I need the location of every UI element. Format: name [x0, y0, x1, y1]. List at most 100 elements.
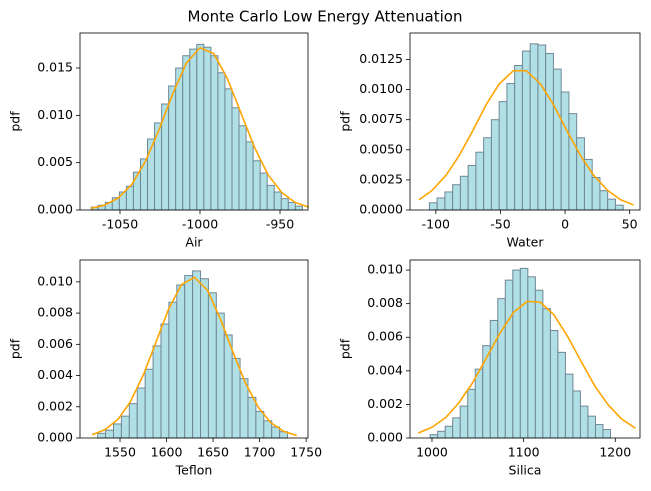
bar — [136, 387, 146, 439]
x-axis-label: Water — [507, 235, 545, 250]
bar — [444, 425, 454, 439]
bar — [203, 46, 212, 211]
bar — [224, 88, 233, 211]
bar — [239, 378, 249, 439]
x-tick-label: 1000 — [416, 445, 448, 460]
bar — [118, 191, 127, 211]
bar — [452, 184, 461, 211]
x-tick-label: -1000 — [182, 217, 218, 232]
bar — [252, 160, 261, 211]
bar — [607, 198, 616, 211]
bar — [97, 432, 107, 439]
y-tick-label: 0.010 — [37, 273, 73, 288]
y-tick-label: 0.000 — [37, 430, 73, 445]
bar — [594, 424, 604, 439]
y-tick-label: 0.006 — [37, 336, 73, 351]
bar — [223, 334, 233, 439]
axes-frame — [79, 259, 309, 439]
bar — [587, 415, 596, 439]
x-axis-label: Teflon — [175, 463, 213, 478]
bar — [168, 85, 177, 211]
bar — [247, 396, 257, 439]
x-tick-label: 1600 — [151, 445, 183, 460]
y-tick-label: 0.0000 — [359, 202, 403, 217]
bar — [182, 55, 191, 211]
bar — [231, 107, 240, 211]
x-tick-label: 1550 — [104, 445, 136, 460]
bar — [120, 415, 130, 439]
x-tick-label: 0 — [561, 217, 569, 232]
bar — [529, 43, 539, 211]
bar — [599, 190, 609, 211]
bar — [436, 197, 446, 211]
bar — [579, 405, 589, 439]
x-tick-label: 50 — [622, 217, 638, 232]
bar — [192, 270, 202, 439]
bar — [504, 279, 514, 439]
y-axis-label: pdf — [8, 338, 23, 359]
bar — [576, 137, 585, 211]
bar — [294, 205, 303, 211]
bar — [545, 52, 554, 211]
bar — [467, 388, 476, 439]
x-tick-label: -50 — [490, 217, 510, 232]
bar — [132, 171, 141, 211]
bar — [184, 275, 194, 439]
bar — [444, 191, 454, 211]
bar — [549, 330, 559, 439]
y-tick-label: 0.000 — [367, 430, 403, 445]
bar — [437, 430, 446, 439]
fit-curve — [418, 69, 634, 206]
axes-frame — [409, 259, 641, 439]
y-tick-label: 0.010 — [367, 262, 403, 277]
bar — [245, 141, 254, 211]
bar — [231, 357, 241, 439]
bar — [542, 308, 551, 439]
y-tick-label: 0.006 — [367, 329, 403, 344]
x-tick-label: 1200 — [599, 445, 631, 460]
bar — [217, 72, 226, 211]
fit-curve — [91, 276, 298, 437]
bar — [128, 403, 138, 439]
bar — [521, 50, 531, 211]
bar — [200, 278, 209, 439]
bar — [196, 43, 205, 211]
bar — [144, 368, 154, 439]
x-tick-label: 1100 — [508, 445, 540, 460]
bar — [207, 292, 217, 439]
bar — [602, 429, 611, 439]
y-tick-label: 0.0100 — [359, 81, 403, 96]
y-tick-label: 0.015 — [37, 60, 73, 75]
bar — [498, 101, 508, 211]
x-tick-label: 1700 — [244, 445, 276, 460]
bar — [160, 323, 170, 439]
y-tick-label: 0.002 — [37, 398, 73, 413]
bar — [534, 289, 544, 439]
bar — [519, 267, 529, 439]
x-tick-label: 1650 — [197, 445, 229, 460]
x-tick-label: -950 — [266, 217, 294, 232]
bar — [189, 48, 198, 211]
bar — [614, 204, 624, 211]
y-tick-label: 0.0075 — [359, 111, 403, 126]
bar — [259, 172, 268, 211]
bar — [273, 191, 282, 211]
y-tick-label: 0.008 — [37, 305, 73, 320]
bar — [452, 417, 461, 439]
bar — [152, 345, 162, 439]
bar — [514, 65, 523, 211]
y-axis-label: pdf — [8, 111, 23, 132]
y-axis-label: pdf — [338, 338, 353, 359]
y-tick-label: 0.002 — [367, 396, 403, 411]
bar — [429, 434, 439, 439]
y-tick-label: 0.000 — [37, 202, 73, 217]
y-tick-label: 0.008 — [367, 295, 403, 310]
bar — [287, 201, 296, 211]
bar — [428, 202, 438, 211]
bar — [482, 345, 491, 439]
bar — [552, 68, 562, 211]
bar — [210, 55, 219, 211]
bar — [512, 269, 521, 439]
bar — [238, 125, 247, 211]
